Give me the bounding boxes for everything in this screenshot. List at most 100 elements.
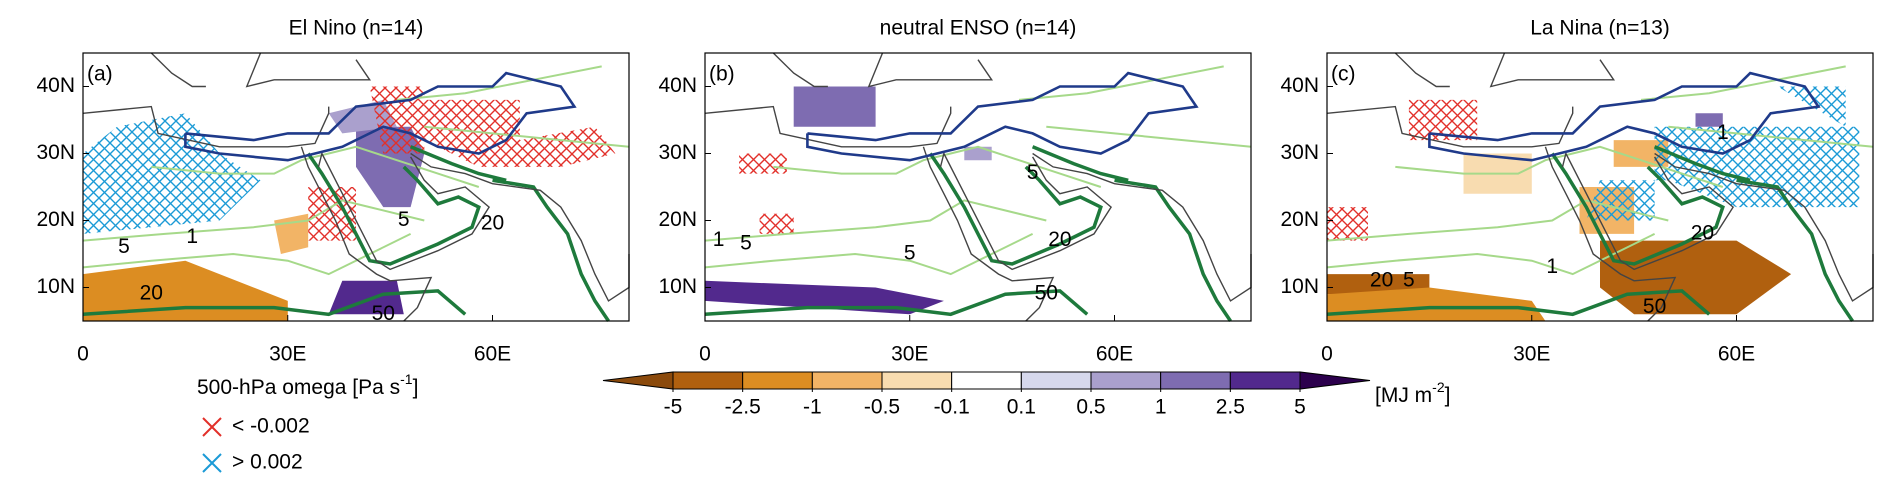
contour-light [82,199,425,242]
y-tick-label: 10N [36,275,75,298]
map-panel: 5 1 20 20 50 1 La Nina (n=13) (c) 0 30E 60E 10N 20N 3… [1280,17,1874,366]
panel-title: El Nino (n=14) [289,17,424,40]
contour-label: 5 [740,231,752,254]
colorbar-tick-label: 0.1 [1007,396,1036,419]
x-tick-label: 30E [269,343,306,366]
contour-label: 50 [1643,295,1666,318]
contour-label: 20 [1691,221,1714,244]
contour-light [424,125,630,148]
y-tick-label: 10N [1280,275,1319,298]
legend-marker [202,417,222,437]
topography-contour [806,71,1199,162]
coastline [939,151,1113,271]
panel-label: (c) [1331,63,1356,86]
topography-contour [184,71,577,162]
coastline [150,52,206,88]
contour-label: 1 [713,228,725,251]
y-tick-label: 20N [36,208,75,231]
colorbar-tick-label: -2.5 [725,396,761,419]
colorbar-triangle [602,371,674,390]
contour-light [1640,65,1846,101]
colorbar-triangle [1299,371,1371,390]
colorbar-unit: [MJ m-2] [1375,379,1450,407]
contour-light [1395,145,1724,188]
coastline [1326,105,1574,148]
panel-label: (a) [87,63,113,86]
contour-label: 1 [1717,121,1729,144]
contour-dark [492,178,610,322]
shading-patch [964,146,992,161]
contour-light [1018,65,1224,101]
map-frame [704,52,1252,322]
colorbar-tick-label: -5 [664,396,683,419]
coastline [317,151,491,271]
contour-dark [1031,145,1129,182]
coastline [410,152,630,302]
contour-light [151,145,480,188]
colorbar-tick-label: -0.5 [864,396,900,419]
coastline [704,105,952,148]
x-tick-label: 60E [474,343,511,366]
colorbar-box [881,371,953,390]
contour-dark [306,152,481,266]
contour-dark [1114,178,1232,322]
colorbar-box [1160,371,1231,390]
contour-dark [1326,289,1711,317]
panel-label: (b) [709,63,735,86]
colorbar-box [811,371,883,390]
coastline [1561,151,1735,271]
x-tick-label: 60E [1096,343,1133,366]
shading-patch [1327,287,1546,321]
map-frame [1326,52,1874,322]
legend-title: 500-hPa omega [Pa s-1] [197,371,418,399]
contour-dark [928,152,1103,266]
y-tick-label: 30N [36,141,75,164]
coastline [867,52,994,88]
panel-title: La Nina (n=13) [1530,17,1670,40]
contour-label: 5 [118,235,130,258]
contour-light [704,233,1034,276]
contour-label: 20 [140,282,163,305]
omega-hatch [1327,207,1368,241]
y-tick-label: 20N [658,208,697,231]
legend-label: < -0.002 [232,415,310,438]
shading-patch [793,86,876,127]
colorbar-box [951,371,1022,390]
omega-hatch [1408,99,1478,141]
colorbar-tick-label: -0.1 [934,396,970,419]
colorbar-box [672,371,744,390]
x-tick-label: 0 [699,343,711,366]
colorbar-box [1090,371,1162,390]
coastline [82,105,330,148]
contour-dark [704,289,1089,317]
colorbar-box [742,371,813,390]
contour-light [1668,125,1874,148]
coastline [245,52,372,88]
contour-label: 5 [904,242,916,265]
x-tick-label: 0 [77,343,89,366]
panel-title: neutral ENSO (n=14) [880,17,1077,40]
x-tick-label: 30E [1513,343,1550,366]
coastline [1654,152,1874,302]
colorbar-tick-label: 0.5 [1076,396,1105,419]
topography-contour [1428,71,1821,162]
contour-label: 20 [1370,268,1393,291]
contour-dark [409,145,507,182]
contour-dark [1550,152,1725,266]
omega-hatch [424,99,616,167]
contour-label: 1 [1546,255,1558,278]
contour-light [1326,233,1656,276]
y-tick-label: 40N [658,74,697,97]
contour-label: 5 [1027,161,1039,184]
shading-patch [1695,113,1723,127]
colorbar-tick-label: 5 [1294,396,1306,419]
contour-label: 1 [186,225,198,248]
map-frame [82,52,630,322]
contour-light [704,199,1047,242]
x-tick-label: 60E [1718,343,1755,366]
y-tick-label: 40N [1280,74,1319,97]
omega-hatch [83,113,261,234]
map-background [705,53,1251,321]
